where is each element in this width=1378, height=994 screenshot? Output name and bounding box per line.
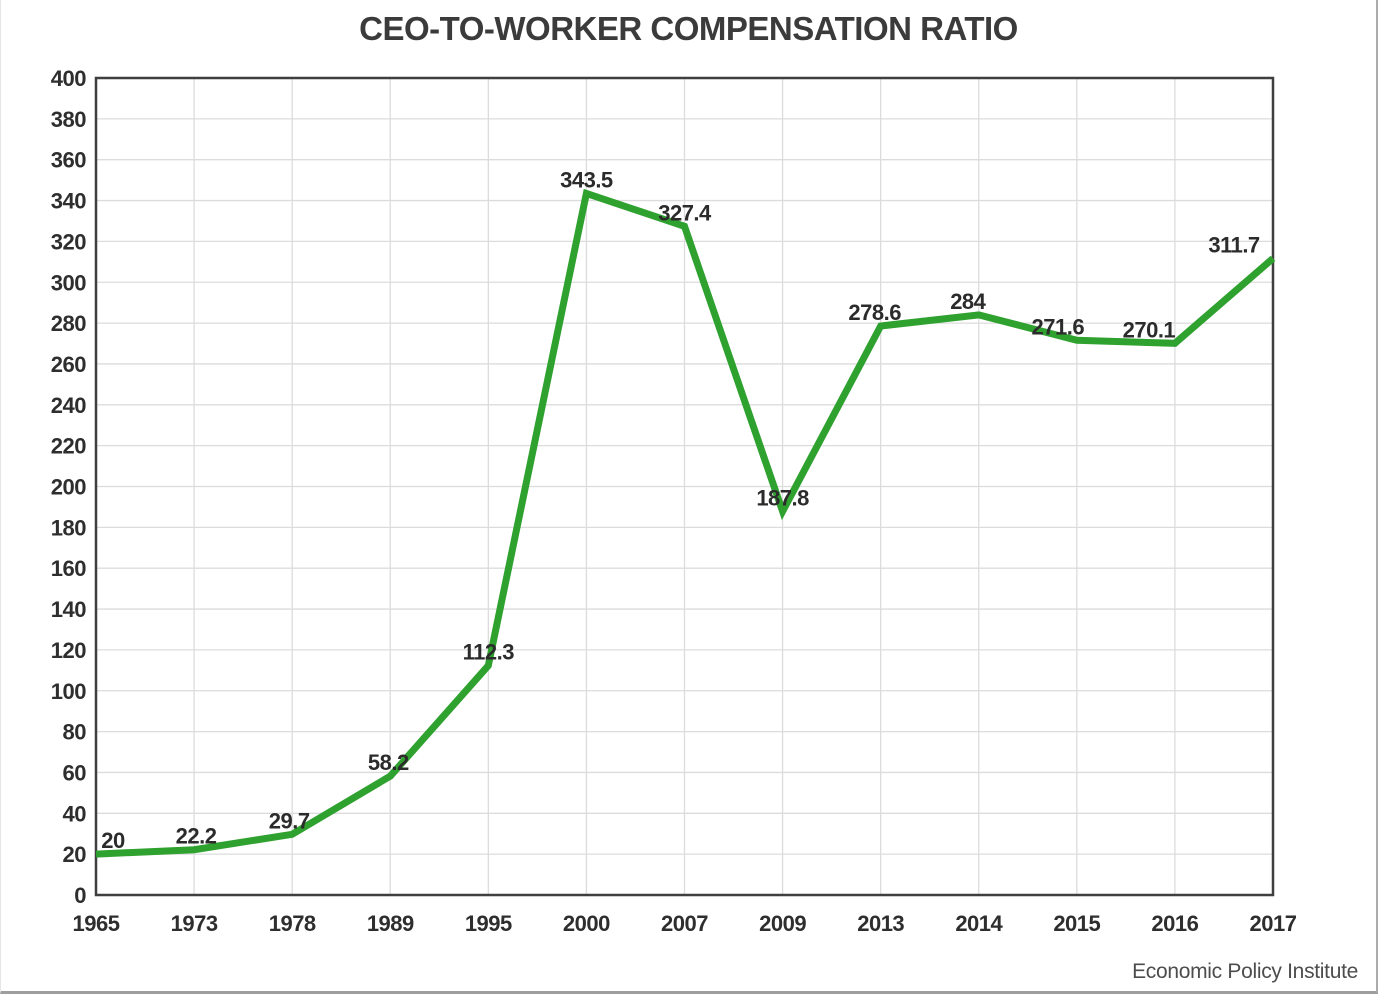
x-tick-label: 2013 — [857, 911, 904, 936]
y-tick-label: 280 — [51, 311, 86, 336]
value-label: 112.3 — [463, 640, 515, 665]
x-tick-label: 2009 — [759, 911, 806, 936]
y-tick-label: 20 — [63, 842, 87, 867]
y-tick-label: 40 — [63, 801, 87, 826]
x-tick-label: 1995 — [465, 911, 512, 936]
x-tick-label: 2000 — [563, 911, 610, 936]
value-label: 20 — [101, 828, 125, 853]
y-tick-label: 200 — [51, 475, 86, 500]
value-label: 343.5 — [560, 167, 613, 192]
value-label: 278.6 — [848, 300, 901, 325]
plot-border — [94, 76, 1275, 897]
y-tick-label: 340 — [51, 189, 86, 214]
x-tick-label: 1989 — [367, 911, 414, 936]
value-label: 271.6 — [1032, 314, 1085, 339]
x-tick-label: 2017 — [1250, 911, 1297, 936]
y-tick-label: 320 — [51, 229, 86, 254]
value-label: 270.1 — [1123, 317, 1176, 342]
y-tick-label: 60 — [63, 761, 87, 786]
x-tick-label: 2015 — [1053, 911, 1100, 936]
value-label: 187.8 — [756, 485, 809, 510]
y-tick-label: 360 — [51, 148, 86, 173]
value-label: 29.7 — [269, 808, 310, 833]
value-label: 284 — [950, 289, 986, 314]
x-tick-label: 2016 — [1151, 911, 1198, 936]
value-label: 22.2 — [176, 824, 217, 849]
x-tick-label: 1978 — [269, 911, 316, 936]
y-tick-label: 80 — [63, 720, 87, 745]
y-tick-label: 400 — [51, 66, 86, 91]
y-tick-label: 380 — [51, 107, 86, 132]
value-label: 58.2 — [368, 750, 409, 775]
source-attribution: Economic Policy Institute — [1132, 960, 1358, 983]
y-tick-label: 240 — [51, 393, 86, 418]
y-tick-label: 180 — [51, 515, 86, 540]
y-tick-label: 120 — [51, 638, 86, 663]
y-tick-label: 160 — [51, 556, 86, 581]
y-tick-label: 300 — [51, 270, 86, 295]
chart-title: CEO-TO-WORKER COMPENSATION RATIO — [359, 10, 1018, 47]
x-tick-label: 1973 — [171, 911, 218, 936]
data-line — [95, 188, 1276, 858]
value-label: 311.7 — [1208, 232, 1260, 257]
y-tick-label: 260 — [51, 352, 86, 377]
y-tick-label: 100 — [51, 679, 86, 704]
y-tick-label: 0 — [74, 883, 86, 908]
x-tick-label: 2007 — [661, 911, 708, 936]
y-tick-label: 140 — [51, 597, 86, 622]
x-tick-label: 1965 — [73, 911, 120, 936]
value-label: 327.4 — [658, 200, 712, 225]
y-tick-label: 220 — [51, 434, 86, 459]
x-tick-label: 2014 — [955, 911, 1003, 936]
